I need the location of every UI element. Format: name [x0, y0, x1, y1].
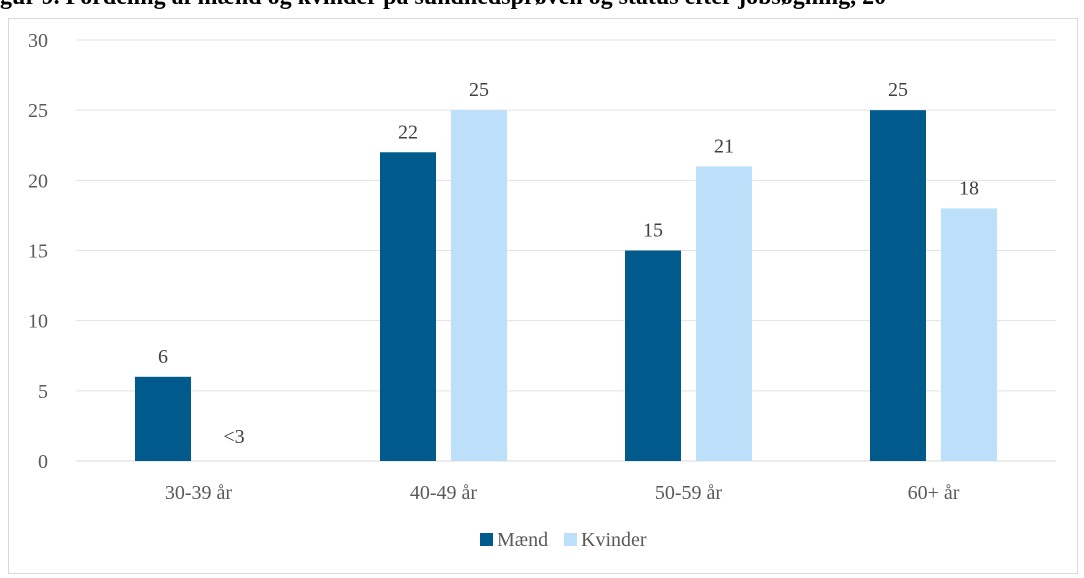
bar-kvinder-2: [696, 166, 752, 462]
data-label: 18: [959, 177, 979, 199]
y-tick-label: 5: [38, 381, 48, 403]
data-label: 6: [158, 346, 168, 368]
data-label: 22: [398, 121, 418, 143]
x-tick-label: 50-59 år: [655, 482, 723, 504]
x-tick-label: 30-39 år: [165, 482, 233, 504]
data-label: 15: [643, 220, 663, 242]
bar-mænd-2: [625, 250, 681, 461]
legend-swatch-mænd: [480, 533, 493, 546]
y-tick-label: 20: [28, 170, 48, 192]
y-tick-label: 30: [28, 30, 48, 52]
legend-label: Kvinder: [581, 529, 647, 551]
y-tick-label: 0: [38, 451, 48, 473]
data-label: 25: [469, 79, 489, 101]
legend-label: Mænd: [497, 529, 548, 551]
data-label: 21: [714, 135, 734, 157]
bar-mænd-3: [870, 110, 926, 462]
data-label: <3: [223, 426, 244, 448]
bar-kvinder-3: [941, 208, 997, 461]
chart-title: gur 9. Fordeling af mænd og kvinder på s…: [0, 0, 1084, 11]
data-label: 25: [888, 79, 908, 101]
legend-swatch-kvinder: [564, 533, 577, 546]
bar-mænd-1: [380, 152, 436, 461]
x-tick-label: 40-49 år: [410, 482, 478, 504]
x-tick-label: 60+ år: [908, 482, 960, 504]
bar-mænd-0: [135, 376, 191, 461]
bar-kvinder-1: [451, 110, 507, 462]
y-tick-label: 10: [28, 311, 48, 333]
y-tick-label: 25: [28, 100, 48, 122]
y-tick-label: 15: [28, 241, 48, 263]
